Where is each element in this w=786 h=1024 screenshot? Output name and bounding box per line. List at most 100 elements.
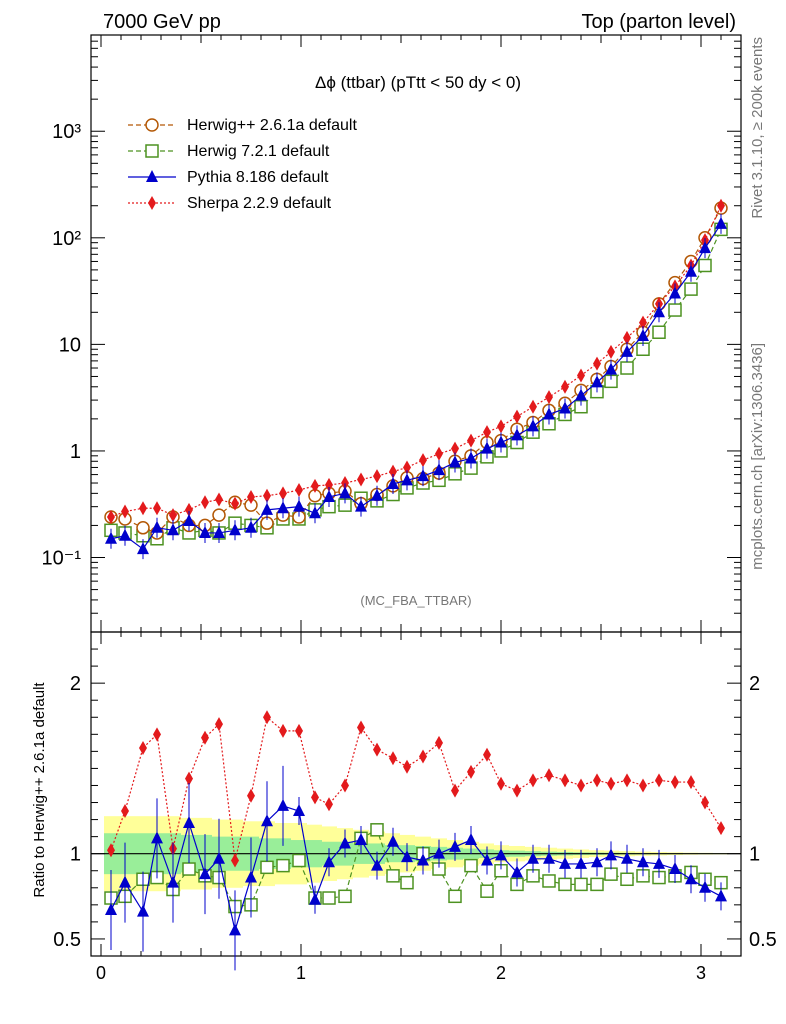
point-sherpa [279, 486, 287, 501]
ratio-point-pythia [183, 815, 195, 828]
point-sherpa [419, 453, 427, 468]
point-sherpa [545, 390, 553, 405]
ratio-point-sherpa [607, 776, 615, 791]
ratio-point-sherpa [325, 797, 333, 812]
point-pythia [293, 499, 305, 512]
point-sherpa [577, 368, 585, 383]
legend-label-sherpa: Sherpa 2.2.9 default [187, 195, 332, 212]
legend-marker [145, 144, 159, 158]
point-pythia [151, 520, 163, 533]
ratio-point-herwig7 [322, 891, 336, 905]
ratio-line-herwig7 [110, 828, 722, 908]
ratio-point-sherpa [419, 749, 427, 764]
point-sherpa [201, 495, 209, 510]
y-tick-label: 10² [52, 228, 81, 250]
point-sherpa [107, 509, 115, 524]
ratio-point-pythia [433, 846, 445, 859]
legend-entry-herwig-pp: Herwig++ 2.6.1a default [128, 117, 357, 134]
point-sherpa [169, 508, 177, 523]
ratio-point-herwig7 [590, 877, 604, 892]
ratio-point-herwig7 [574, 877, 588, 892]
ratio-point-pythia [591, 855, 603, 868]
y-tick-label: 1 [70, 441, 81, 463]
ratio-y-axis-label: Ratio to Herwig++ 2.6.1a default [31, 682, 48, 898]
ratio-tick-label: 0.5 [53, 929, 81, 951]
x-tick-label: 3 [696, 963, 706, 983]
ratio-point-sherpa [389, 751, 397, 766]
ratio-point-herwig7 [182, 862, 196, 876]
ratio-point-pythia [715, 889, 727, 902]
ratio-point-pythia [417, 853, 429, 866]
point-sherpa [623, 330, 631, 345]
x-tick-label: 1 [296, 963, 306, 983]
point-sherpa [389, 464, 397, 479]
point-herwig7 [698, 258, 712, 273]
ratio-point-sherpa [451, 783, 459, 798]
point-sherpa [593, 356, 601, 371]
legend-label-herwig7: Herwig 7.2.1 default [187, 143, 330, 160]
ratio-point-pythia [481, 853, 493, 866]
point-sherpa [153, 501, 161, 516]
ratio-point-sherpa [215, 717, 223, 732]
point-pythia [605, 362, 617, 375]
ratio-point-sherpa [701, 795, 709, 810]
ratio-point-herwig7 [370, 823, 384, 837]
mcplots-reference-label: mcplots.cern.ch [arXiv:1306.3436] [749, 343, 766, 570]
point-herwig7 [684, 282, 698, 296]
point-sherpa [263, 488, 271, 503]
ratio-point-sherpa [483, 747, 491, 762]
point-pythia [449, 455, 461, 468]
point-sherpa [513, 409, 521, 424]
ratio-point-herwig7 [542, 874, 556, 888]
point-pythia [621, 344, 633, 357]
legend-marker [146, 170, 158, 182]
point-sherpa [561, 379, 569, 394]
legend-marker [145, 118, 159, 132]
point-herwig-pp [136, 521, 150, 535]
point-pythia [401, 473, 413, 486]
ratio-point-pythia [685, 872, 697, 885]
ratio-tick-label: 2 [70, 673, 81, 695]
legend-marker [148, 196, 156, 210]
point-pythia [323, 489, 335, 502]
ratio-point-pythia [465, 833, 477, 846]
ratio-point-sherpa [295, 723, 303, 738]
ratio-line-pythia [110, 805, 722, 933]
ratio-point-sherpa [403, 759, 411, 774]
point-pythia [309, 506, 321, 519]
point-pythia [527, 419, 539, 432]
point-pythia [119, 528, 131, 541]
x-tick-label: 0 [96, 963, 106, 983]
ratio-series-group [104, 710, 728, 971]
ratio-point-sherpa [357, 720, 365, 735]
legend-label-pythia: Pythia 8.186 default [187, 169, 329, 186]
point-pythia [371, 488, 383, 501]
ratio-line-sherpa [110, 716, 722, 861]
ratio-point-herwig7 [464, 858, 478, 873]
ratio-point-herwig7 [276, 858, 290, 873]
legend-symbol-herwig-pp [128, 118, 176, 132]
ratio-point-pythia [137, 904, 149, 917]
ratio-point-sherpa [121, 804, 129, 819]
legend-label-herwig-pp: Herwig++ 2.6.1a default [187, 117, 357, 134]
ratio-point-sherpa [247, 788, 255, 803]
point-sherpa [311, 478, 319, 493]
ratio-point-pythia [559, 856, 571, 869]
y-tick-label: 10³ [52, 121, 81, 143]
ratio-point-sherpa [717, 821, 725, 836]
point-pythia [105, 531, 117, 544]
point-pythia [543, 407, 555, 420]
point-pythia [339, 486, 351, 499]
ratio-series-sherpa [107, 710, 725, 868]
point-pythia [245, 520, 257, 533]
point-sherpa [325, 477, 333, 492]
ratio-point-herwig7 [620, 872, 634, 887]
point-pythia [481, 441, 493, 454]
ratio-point-sherpa [231, 853, 239, 868]
ratio-point-pythia [213, 851, 225, 864]
legend-symbol-pythia [128, 170, 176, 182]
ratio-point-sherpa [139, 740, 147, 755]
point-pythia [167, 523, 179, 536]
point-herwig7 [620, 361, 634, 375]
